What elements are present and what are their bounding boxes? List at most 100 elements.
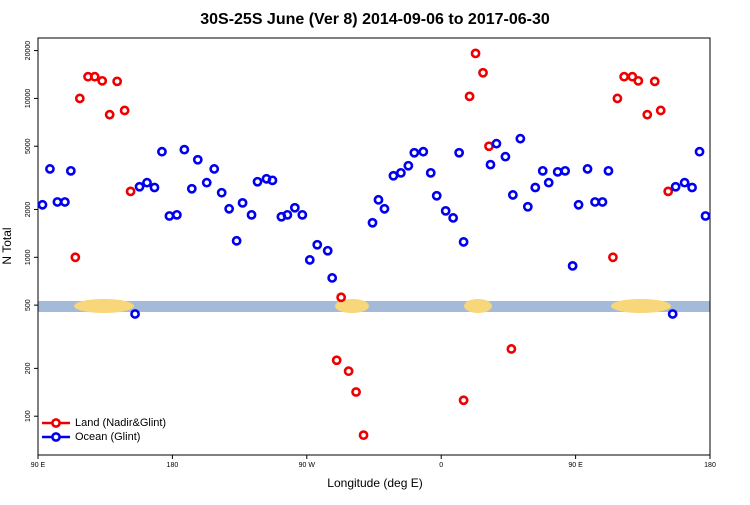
- point: [327, 273, 338, 283]
- point: [112, 76, 123, 87]
- band: [38, 301, 710, 312]
- point: [522, 201, 533, 212]
- point: [567, 260, 578, 271]
- region: [611, 299, 671, 313]
- y-axis-label: N Total: [0, 227, 14, 264]
- point: [322, 245, 333, 256]
- x-tick-label: 90 W: [299, 462, 316, 469]
- point: [507, 190, 518, 200]
- point: [209, 164, 220, 174]
- point: [179, 144, 190, 155]
- point: [543, 177, 554, 188]
- point: [252, 176, 263, 187]
- point: [289, 202, 300, 213]
- point: [343, 366, 354, 377]
- point: [464, 91, 475, 102]
- point: [119, 105, 130, 116]
- point: [74, 93, 85, 104]
- point: [537, 165, 548, 176]
- point: [431, 190, 442, 201]
- point: [667, 309, 678, 319]
- point: [125, 186, 136, 197]
- point: [670, 181, 681, 192]
- point: [448, 213, 459, 223]
- point: [700, 211, 711, 221]
- y-tick-label: 200: [25, 362, 32, 374]
- point: [506, 344, 517, 354]
- point: [491, 138, 502, 149]
- point: [597, 197, 608, 207]
- point: [500, 151, 511, 162]
- x-tick-label: 0: [439, 462, 443, 469]
- point: [267, 175, 278, 186]
- point: [603, 165, 614, 176]
- point: [582, 164, 593, 174]
- chart-title: 30S-25S June (Ver 8) 2014-09-06 to 2017-…: [200, 11, 550, 28]
- point: [418, 146, 429, 157]
- point: [694, 146, 705, 157]
- point: [425, 167, 436, 178]
- point: [395, 167, 406, 178]
- point: [312, 239, 323, 250]
- x-tick-label: 180: [704, 462, 716, 469]
- plot-frame: [37, 37, 711, 456]
- point: [59, 197, 70, 207]
- x-tick-label: 90 E: [31, 462, 46, 469]
- point: [89, 71, 100, 82]
- point: [65, 165, 76, 176]
- point: [454, 147, 465, 158]
- region: [74, 299, 134, 313]
- point: [237, 198, 248, 208]
- y-tick-label: 10000: [25, 89, 32, 109]
- point: [331, 355, 342, 366]
- point: [530, 182, 541, 193]
- point: [186, 183, 197, 194]
- point: [297, 209, 308, 220]
- point: [97, 75, 108, 86]
- point: [231, 235, 242, 246]
- point: [192, 154, 203, 165]
- point: [201, 177, 212, 188]
- legend-marker: [51, 432, 61, 442]
- point: [373, 194, 384, 205]
- point: [358, 430, 369, 441]
- y-tick-label: 1000: [25, 249, 32, 265]
- point: [458, 395, 469, 406]
- point: [142, 177, 152, 188]
- point: [130, 309, 140, 319]
- point: [45, 164, 55, 174]
- point: [440, 205, 451, 216]
- legend-label: Ocean (Glint): [75, 431, 140, 443]
- y-tick-label: 100: [25, 410, 32, 422]
- point: [336, 292, 347, 303]
- point: [642, 109, 653, 120]
- point: [282, 209, 293, 220]
- point: [216, 187, 227, 198]
- x-tick-label: 90 E: [568, 462, 583, 469]
- point: [367, 217, 378, 228]
- point: [157, 146, 167, 157]
- point: [149, 182, 160, 193]
- point: [246, 209, 257, 220]
- y-tick-label: 2000: [25, 202, 32, 218]
- point: [515, 133, 526, 144]
- point: [403, 160, 414, 171]
- point: [485, 159, 496, 170]
- point: [351, 387, 361, 397]
- point: [134, 181, 145, 192]
- point: [612, 93, 623, 104]
- point: [37, 199, 48, 210]
- point: [608, 252, 618, 263]
- point: [171, 209, 182, 220]
- point: [379, 203, 390, 214]
- x-tick-label: 180: [167, 462, 179, 469]
- region: [464, 299, 492, 313]
- point: [104, 109, 115, 120]
- x-axis-label: Longitude (deg E): [327, 476, 422, 490]
- point: [655, 105, 666, 116]
- y-tick-label: 500: [25, 299, 32, 311]
- point: [633, 75, 644, 86]
- point: [687, 182, 697, 193]
